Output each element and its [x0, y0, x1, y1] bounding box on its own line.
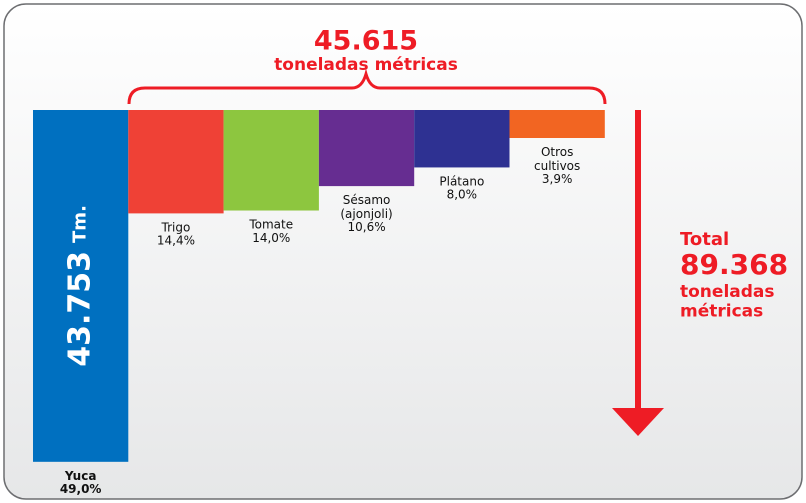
category-label: Plátano — [439, 174, 484, 188]
total-value: 89.368 — [680, 248, 788, 281]
annotation-unit: Tm. — [70, 205, 91, 243]
value-label: 49,0% — [60, 482, 102, 496]
arrow-head — [612, 408, 664, 436]
category-label: Yuca — [64, 468, 97, 482]
bar — [414, 110, 510, 168]
total-unit: toneladas métricas — [680, 282, 775, 322]
category-label: Sésamo (ajonjoli) — [340, 193, 392, 221]
category-label: Tomate — [248, 217, 293, 231]
value-label: 3,9% — [542, 172, 573, 186]
value-label: 10,6% — [347, 220, 385, 234]
bar — [33, 110, 129, 462]
bar — [223, 110, 319, 211]
value-label: 14,4% — [157, 234, 195, 248]
bar — [128, 110, 224, 214]
category-label: Otros cultivos — [534, 145, 580, 173]
chart-title: 45.615 — [314, 26, 418, 57]
category-label: Trigo — [161, 220, 191, 234]
brace — [127, 68, 607, 105]
bar — [509, 110, 605, 139]
total-label: Total — [680, 229, 729, 250]
bar — [318, 110, 415, 187]
annotation-value: 43.753 — [62, 251, 97, 367]
chart-subtitle: toneladas métricas — [274, 55, 458, 75]
value-label: 8,0% — [447, 188, 478, 202]
value-label: 14,0% — [252, 231, 290, 245]
bar-annotation: 43.753 Tm. — [62, 205, 97, 367]
